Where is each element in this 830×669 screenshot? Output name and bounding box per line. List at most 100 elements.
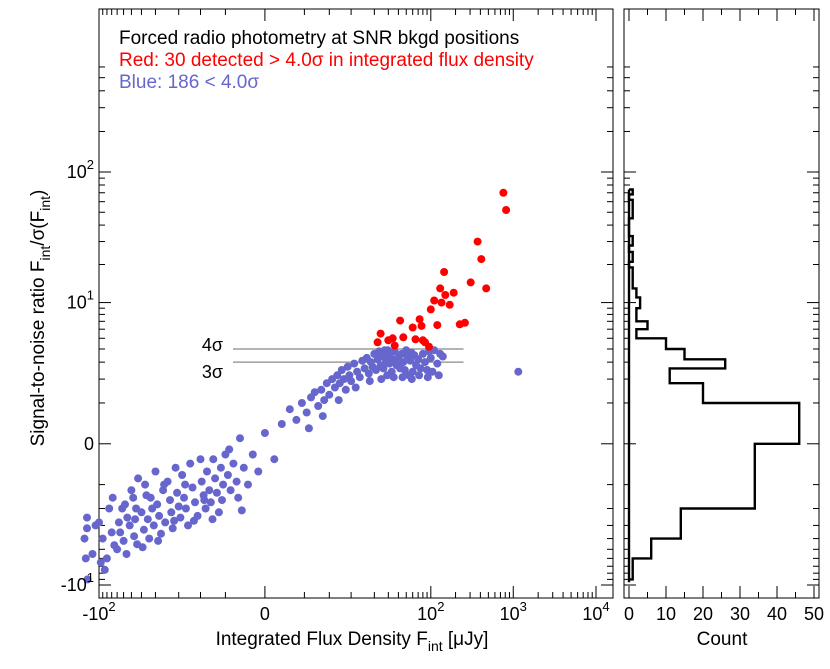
histogram-axis-ticks xyxy=(628,9,815,598)
undetected-point xyxy=(160,480,169,489)
x-axis-label: Integrated Flux Density Fint [μJy] xyxy=(216,629,489,654)
undetected-point xyxy=(407,375,416,384)
detected-point xyxy=(440,268,449,276)
detected-point xyxy=(433,321,442,330)
undetected-point xyxy=(260,429,269,437)
undetected-point xyxy=(211,474,220,483)
y-tick-label: -101 xyxy=(61,570,94,595)
undetected-point xyxy=(234,493,243,502)
undetected-point xyxy=(151,467,160,476)
undetected-point xyxy=(110,541,119,550)
detected-point xyxy=(396,316,405,325)
undetected-point xyxy=(80,534,89,543)
undetected-point xyxy=(244,480,252,489)
x-tick-label: 103 xyxy=(500,599,527,624)
undetected-point xyxy=(350,359,359,368)
undetected-point xyxy=(203,467,211,476)
detected-point xyxy=(399,333,408,342)
undetected-point xyxy=(229,459,238,468)
detected-point xyxy=(417,321,426,330)
undetected-point xyxy=(123,513,132,522)
undetected-point xyxy=(168,524,177,533)
detected-point xyxy=(460,318,469,327)
main-plot-frame xyxy=(98,8,614,599)
undetected-point xyxy=(161,518,170,527)
detected-point xyxy=(449,288,458,297)
detected-point xyxy=(466,278,475,287)
hist-x-tick-label: 20 xyxy=(693,604,713,624)
undetected-point xyxy=(314,402,323,410)
undetected-point xyxy=(180,493,188,502)
undetected-point xyxy=(88,550,97,558)
undetected-point xyxy=(107,528,116,537)
histogram-steps xyxy=(627,188,801,583)
threshold-label: 4σ xyxy=(202,335,223,355)
main-axis-ticks xyxy=(98,9,819,598)
undetected-point xyxy=(105,504,114,513)
undetected-point xyxy=(216,463,225,472)
detected-point xyxy=(441,291,450,299)
undetected-point xyxy=(364,369,373,378)
undetected-point xyxy=(134,474,143,483)
undetected-point xyxy=(129,493,138,502)
undetected-point xyxy=(248,450,257,459)
undetected-point xyxy=(153,500,162,509)
undetected-point xyxy=(205,486,214,495)
detected-series xyxy=(373,188,511,351)
undetected-point xyxy=(408,367,417,376)
undetected-series xyxy=(80,346,523,584)
y-axis-label: Signal-to-noise ratio Fint/σ(Fint) xyxy=(28,190,53,447)
undetected-point xyxy=(414,355,423,364)
undetected-point xyxy=(186,459,195,468)
detected-point xyxy=(376,329,385,338)
undetected-point xyxy=(125,521,134,530)
detected-point xyxy=(373,338,382,347)
undetected-point xyxy=(184,521,192,530)
undetected-point xyxy=(292,415,301,424)
y-tick-label: 0 xyxy=(84,434,94,454)
undetected-point xyxy=(302,408,311,417)
hist-x-tick-label: 50 xyxy=(804,604,824,624)
undetected-point xyxy=(270,455,279,464)
undetected-point xyxy=(206,498,215,507)
hist-x-tick-label: 10 xyxy=(656,604,676,624)
undetected-point xyxy=(214,508,223,517)
undetected-point xyxy=(389,373,398,382)
undetected-point xyxy=(320,396,329,405)
x-tick-label: 104 xyxy=(582,599,609,624)
undetected-point xyxy=(351,383,360,392)
undetected-point xyxy=(218,496,226,505)
undetected-point xyxy=(416,364,425,373)
undetected-point xyxy=(81,554,90,563)
undetected-point xyxy=(378,352,386,361)
undetected-point xyxy=(418,349,427,358)
undetected-point xyxy=(118,504,127,513)
undetected-point xyxy=(143,515,152,524)
undetected-point xyxy=(96,558,105,567)
undetected-point xyxy=(178,471,187,479)
undetected-point xyxy=(174,502,183,511)
undetected-point xyxy=(365,377,374,386)
undetected-point xyxy=(310,388,319,397)
undetected-point xyxy=(154,536,163,545)
undetected-point xyxy=(139,525,148,534)
x-tick-label: 0 xyxy=(260,604,270,624)
detected-point xyxy=(408,323,417,332)
undetected-point xyxy=(176,513,185,522)
hist-x-tick-label: 30 xyxy=(730,604,750,624)
undetected-point xyxy=(142,491,151,500)
histogram-x-label: Count xyxy=(697,629,748,650)
y-tick-label: 102 xyxy=(67,157,94,182)
detected-point xyxy=(502,206,511,214)
detected-point xyxy=(430,296,439,305)
undetected-point xyxy=(434,371,443,380)
undetected-point xyxy=(108,493,117,502)
undetected-point xyxy=(341,385,350,394)
undetected-point xyxy=(297,399,306,407)
undetected-point xyxy=(514,367,523,376)
undetected-point xyxy=(102,554,111,563)
x-tick-label: 102 xyxy=(417,599,444,624)
undetected-point xyxy=(188,483,197,492)
